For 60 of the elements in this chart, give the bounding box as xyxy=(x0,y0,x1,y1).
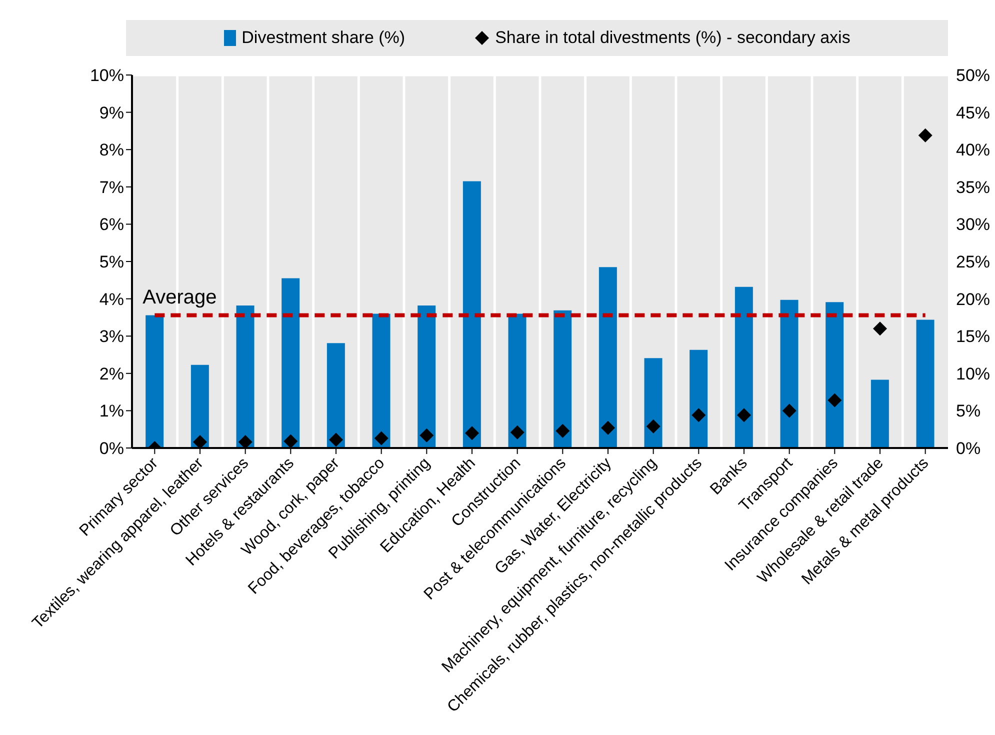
bar xyxy=(326,343,345,448)
bar xyxy=(236,306,254,448)
point xyxy=(873,322,887,336)
point xyxy=(692,408,706,422)
y-tick-label: 8% xyxy=(99,140,124,160)
y-tick-label: 1% xyxy=(99,402,124,421)
y-tick-label: 7% xyxy=(99,178,124,197)
bar xyxy=(690,350,708,448)
bar xyxy=(598,267,617,448)
y-tick-label: 9% xyxy=(99,103,124,122)
bar xyxy=(282,278,300,448)
y-tick-label: 10% xyxy=(90,66,124,86)
bar xyxy=(916,320,934,448)
bar xyxy=(462,181,481,448)
point xyxy=(556,424,570,438)
y2-tick-label: 40% xyxy=(956,140,990,160)
bar xyxy=(372,314,390,448)
y-tick-label: 3% xyxy=(99,327,124,346)
point xyxy=(284,434,298,448)
point xyxy=(918,128,932,142)
y2-tick-label: 15% xyxy=(956,327,990,346)
y2-tick-label: 45% xyxy=(956,103,990,122)
ref-line-label: Average xyxy=(142,286,217,308)
y2-tick-label: 50% xyxy=(956,66,990,86)
point xyxy=(329,432,343,447)
point xyxy=(646,419,660,434)
legend-label: Share in total divestments (%) - secondary axis xyxy=(495,28,850,48)
bar xyxy=(870,380,889,448)
y-tick-label: 5% xyxy=(99,252,124,272)
point xyxy=(465,426,479,440)
point xyxy=(601,420,615,435)
bar xyxy=(826,302,844,448)
bar xyxy=(644,358,662,448)
y-tick-label: 6% xyxy=(99,215,124,234)
point xyxy=(510,425,524,440)
bar xyxy=(554,310,572,448)
point xyxy=(374,431,388,446)
y2-tick-label: 35% xyxy=(956,178,990,197)
point xyxy=(737,408,751,422)
y-tick-label: 4% xyxy=(99,290,124,309)
bar xyxy=(190,364,209,448)
bar xyxy=(734,286,753,448)
y-tick-label: 2% xyxy=(99,364,124,384)
y2-tick-label: 0% xyxy=(956,439,981,458)
y-tick-label: 0% xyxy=(99,439,124,458)
y2-tick-label: 25% xyxy=(956,252,990,272)
y2-tick-label: 5% xyxy=(956,402,981,421)
bar xyxy=(418,306,436,448)
point xyxy=(828,393,842,408)
legend-label: Divestment share (%) xyxy=(242,28,406,48)
point xyxy=(193,435,207,448)
y2-tick-label: 10% xyxy=(956,364,990,384)
bar xyxy=(146,315,164,448)
y2-tick-label: 30% xyxy=(956,215,990,234)
bar xyxy=(508,314,526,448)
point xyxy=(238,435,252,448)
bar xyxy=(780,300,798,448)
point xyxy=(782,404,796,418)
y2-tick-label: 20% xyxy=(956,290,990,309)
point xyxy=(420,428,434,442)
